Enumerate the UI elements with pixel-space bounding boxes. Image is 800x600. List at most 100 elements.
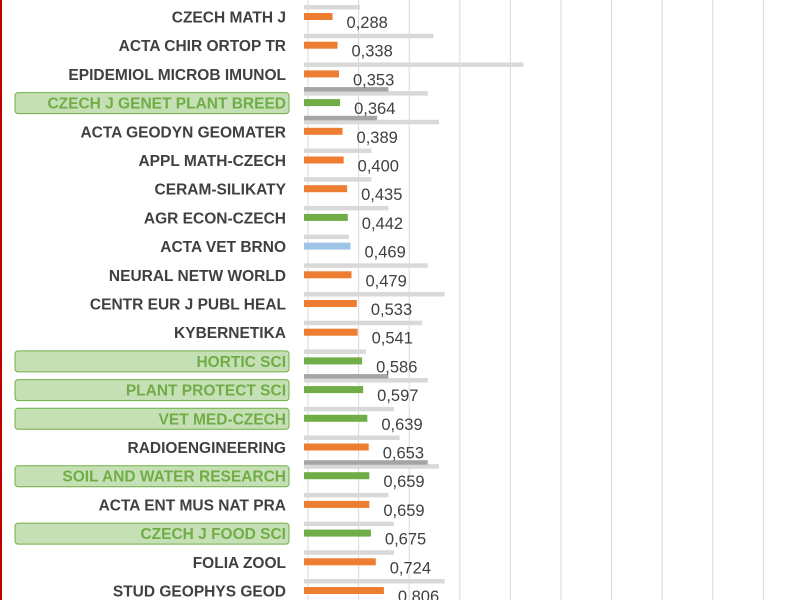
category-labels-layer: CZECH MATH J ACTA CHIR ORTOP TR EPIDEMIOL … — [47, 10, 286, 600]
value-labels-layer: 0,288 0,338 0,353 0,364 0,389 0,400 0,435 0,442… — [347, 14, 440, 600]
value-label: 0,586 — [376, 358, 417, 376]
background-bar-light — [304, 550, 394, 555]
value-label: 0,338 — [352, 43, 393, 61]
category-label: ACTA VET BRNO — [160, 239, 286, 256]
background-bar-light — [304, 349, 366, 354]
value-label: 0,469 — [364, 244, 405, 262]
background-bar-light — [304, 234, 349, 240]
value-label: 0,659 — [383, 473, 424, 491]
category-label: CERAM-SILIKATY — [155, 182, 287, 199]
background-bar-light — [304, 492, 389, 498]
category-label: APPL MATH-CZECH — [138, 153, 286, 170]
category-label: ACTA GEODYN GEOMATER — [80, 124, 286, 141]
bar — [304, 357, 363, 365]
category-highlight-box — [14, 92, 290, 115]
category-label: SOIL AND WATER RESEARCH — [62, 469, 286, 486]
category-label: HORTIC SCI — [196, 354, 286, 371]
background-bar-light — [304, 579, 445, 584]
category-highlight-box — [14, 379, 290, 402]
value-label: 0,479 — [365, 272, 406, 290]
category-label: ACTA CHIR ORTOP TR — [119, 38, 286, 55]
value-label: 0,639 — [381, 416, 422, 434]
category-label: KYBERNETIKA — [174, 325, 286, 342]
background-bar-light — [304, 33, 434, 39]
category-highlight-box — [14, 465, 290, 488]
background-bar-dark — [304, 460, 428, 465]
bar — [304, 271, 352, 279]
category-label: ACTA ENT MUS NAT PRA — [99, 497, 286, 514]
background-bar-light — [304, 91, 428, 96]
category-label: CZECH MATH J — [172, 10, 286, 27]
value-label: 0,364 — [354, 100, 395, 118]
value-label: 0,442 — [362, 215, 403, 233]
bar — [304, 70, 339, 78]
background-bar-dark — [304, 87, 389, 92]
background-bar-light — [304, 378, 428, 383]
bar — [304, 156, 344, 164]
category-label: NEURAL NETW WORLD — [109, 268, 286, 285]
background-bar-light — [304, 406, 394, 412]
value-label: 0,597 — [377, 387, 418, 405]
background-bar-light — [304, 521, 394, 527]
left-border — [0, 0, 2, 600]
category-label: AGR ECON-CZECH — [144, 210, 286, 227]
category-label: CZECH J FOOD SCI — [140, 526, 286, 543]
category-label: RADIOENGINEERING — [128, 440, 286, 457]
background-bars-layer — [304, 5, 524, 584]
bar — [304, 99, 341, 107]
background-bar-light — [304, 119, 439, 125]
category-highlight-box — [14, 407, 290, 430]
category-label: VET MED-CZECH — [159, 411, 286, 428]
bar — [304, 386, 364, 394]
background-bar-light — [304, 263, 428, 268]
value-label: 0,435 — [361, 186, 402, 204]
value-label: 0,653 — [383, 445, 424, 463]
bar — [304, 213, 348, 221]
bar — [304, 13, 333, 20]
bar — [304, 300, 357, 307]
category-label: PLANT PROTECT SCI — [126, 383, 286, 400]
value-label: 0,389 — [357, 129, 398, 147]
bar — [304, 41, 338, 49]
background-bar-light — [304, 435, 400, 440]
bar — [304, 242, 351, 250]
background-bar-light — [304, 5, 361, 10]
value-label: 0,533 — [371, 301, 412, 319]
background-bar-light — [304, 177, 372, 182]
bar — [304, 443, 369, 451]
bar — [304, 558, 376, 566]
bar — [304, 185, 348, 193]
category-highlight-box — [14, 522, 290, 545]
category-highlight-box — [14, 350, 290, 373]
highlight-layer — [14, 92, 290, 545]
background-bar-light — [304, 292, 445, 297]
bar — [304, 414, 368, 422]
background-bar-light — [304, 464, 439, 469]
bar — [304, 472, 370, 480]
bar — [304, 328, 358, 336]
bar — [304, 587, 384, 594]
category-label: CENTR EUR J PUBL HEAL — [90, 297, 286, 314]
value-label: 0,400 — [358, 158, 399, 176]
value-label: 0,724 — [390, 559, 431, 577]
background-bar-light — [304, 205, 389, 211]
bar — [304, 127, 343, 135]
bars-layer — [304, 13, 384, 594]
category-label: EPIDEMIOL MICROB IMUNOL — [68, 67, 286, 84]
value-label: 0,659 — [383, 502, 424, 520]
bar — [304, 500, 370, 508]
value-label: 0,675 — [385, 531, 426, 549]
category-label: STUD GEOPHYS GEOD — [113, 584, 286, 600]
background-bar-light — [304, 148, 372, 153]
category-label: FOLIA ZOOL — [193, 555, 286, 572]
category-label: CZECH J GENET PLANT BREED — [47, 96, 286, 113]
value-label: 0,353 — [353, 71, 394, 89]
value-label: 0,541 — [372, 330, 413, 348]
value-label: 0,806 — [398, 588, 439, 600]
background-bar-light — [304, 320, 423, 326]
background-bar-light — [304, 62, 524, 67]
background-bar-dark — [304, 115, 378, 121]
background-bar-dark — [304, 374, 389, 379]
